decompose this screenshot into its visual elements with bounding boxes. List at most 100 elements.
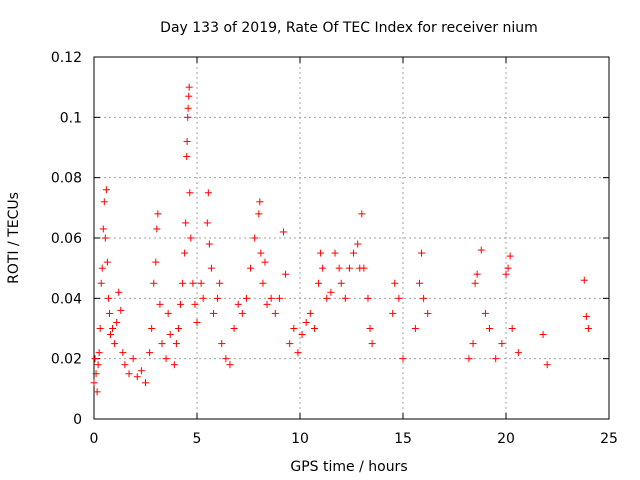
- data-point: [251, 234, 259, 242]
- data-point: [183, 153, 191, 161]
- data-point: [148, 325, 156, 332]
- data-point: [170, 361, 178, 369]
- data-point: [302, 318, 310, 326]
- data-point: [187, 234, 195, 242]
- data-point: [263, 300, 271, 308]
- data-point: [189, 279, 197, 287]
- data-point: [105, 309, 113, 317]
- data-point: [96, 325, 104, 332]
- data-point: [477, 246, 485, 254]
- data-point: [506, 252, 514, 260]
- data-point: [280, 228, 288, 236]
- data-point: [177, 300, 185, 308]
- data-point: [389, 309, 397, 317]
- data-point: [298, 331, 306, 339]
- data-point: [179, 279, 187, 287]
- data-point: [317, 249, 325, 257]
- data-point: [218, 340, 226, 348]
- data-point: [354, 240, 362, 248]
- data-point: [366, 325, 374, 332]
- data-point: [109, 325, 117, 332]
- data-point: [119, 349, 127, 357]
- data-point: [186, 189, 194, 197]
- data-point: [104, 294, 112, 302]
- data-point: [197, 279, 205, 287]
- data-point: [486, 325, 494, 332]
- data-point: [350, 249, 358, 257]
- x-tick-label: 15: [394, 431, 412, 447]
- data-point: [205, 240, 213, 248]
- x-tick-label: 10: [291, 431, 309, 447]
- data-points: [90, 83, 592, 396]
- data-point: [345, 264, 353, 272]
- data-point: [341, 294, 349, 302]
- data-point: [117, 306, 125, 314]
- data-point: [185, 92, 193, 100]
- data-point: [142, 379, 149, 387]
- data-point: [94, 361, 102, 369]
- data-point: [137, 367, 145, 375]
- data-point: [153, 225, 161, 233]
- data-point: [146, 349, 154, 357]
- data-point: [204, 189, 212, 197]
- data-point: [508, 325, 516, 332]
- data-point: [481, 309, 489, 317]
- data-point: [92, 370, 100, 378]
- data-point: [184, 113, 192, 121]
- data-point: [418, 249, 426, 257]
- data-point: [504, 264, 512, 272]
- data-point: [469, 340, 477, 348]
- y-tick-label: 0.04: [51, 291, 82, 307]
- data-point: [184, 104, 192, 112]
- data-point: [111, 340, 119, 348]
- data-point: [502, 270, 510, 278]
- data-point: [102, 186, 110, 194]
- data-point: [257, 249, 265, 257]
- data-point: [182, 219, 190, 227]
- data-point: [310, 325, 318, 332]
- y-tick-label: 0.02: [51, 352, 82, 368]
- x-tick-label: 25: [600, 431, 618, 447]
- data-point: [290, 325, 298, 332]
- data-point: [261, 258, 269, 266]
- data-point: [315, 279, 323, 287]
- data-point: [150, 279, 158, 287]
- y-tick-label: 0.1: [60, 110, 82, 126]
- data-point: [101, 234, 109, 242]
- data-point: [97, 279, 105, 287]
- chart-title: Day 133 of 2019, Rate Of TEC Index for r…: [160, 20, 538, 36]
- data-point: [152, 258, 160, 266]
- data-point: [465, 355, 473, 363]
- data-point: [473, 270, 481, 278]
- data-point: [106, 331, 114, 339]
- y-axis-label: ROTI / TECUs: [6, 192, 22, 284]
- data-point: [580, 276, 588, 284]
- data-point: [271, 309, 279, 317]
- data-point: [327, 288, 335, 296]
- data-point: [113, 318, 121, 326]
- data-point: [319, 264, 327, 272]
- data-point: [335, 264, 343, 272]
- data-point: [222, 355, 230, 363]
- data-point: [360, 264, 368, 272]
- data-point: [539, 331, 547, 339]
- x-tick-label: 20: [497, 431, 515, 447]
- data-point: [286, 340, 294, 348]
- data-point: [514, 349, 522, 357]
- data-point: [95, 349, 103, 357]
- x-tick-label: 5: [193, 431, 202, 447]
- data-point: [331, 249, 339, 257]
- data-point: [209, 309, 217, 317]
- data-point: [99, 225, 107, 233]
- y-tick-label: 0.08: [51, 171, 82, 187]
- data-point: [162, 355, 170, 363]
- data-point: [216, 279, 224, 287]
- data-point: [125, 370, 133, 378]
- y-tick-label: 0: [73, 412, 82, 428]
- data-point: [191, 300, 199, 308]
- axis-ticks: 0 5 10 15 20 25 0 0.02 0.04 0.06 0.08 0.1 0.12: [51, 50, 618, 447]
- data-point: [90, 379, 98, 387]
- data-point: [424, 309, 432, 317]
- data-point: [230, 325, 238, 332]
